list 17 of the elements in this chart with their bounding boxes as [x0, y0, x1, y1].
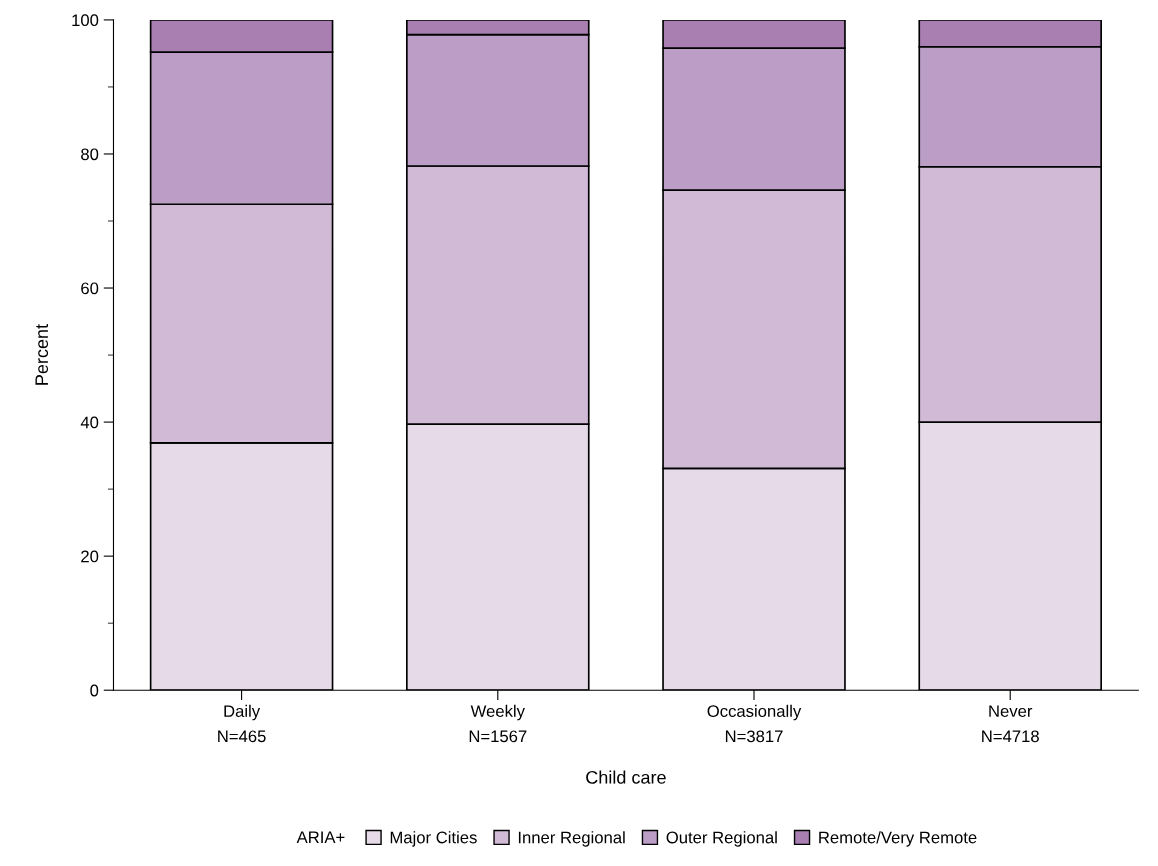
x-tick-label: Weekly N=1567: [469, 704, 527, 743]
y-tick-label: 40: [80, 416, 99, 429]
x-tick-label: Occasionally N=3817: [707, 704, 802, 743]
x-tick-label: Never N=4718: [982, 705, 1039, 743]
y-axis-title: Percent: [35, 324, 49, 385]
y-tick-label: 60: [81, 282, 99, 295]
y-tick-label: 80: [81, 148, 99, 161]
y-tick-label: 20: [81, 550, 99, 563]
legend-label: Outer Regional: [666, 831, 777, 847]
legend-label: Remote/Very Remote: [819, 831, 977, 847]
x-axis-title: Child care: [586, 770, 666, 784]
legend-title: ARIA+: [296, 831, 345, 843]
y-tick-label: 0: [90, 684, 99, 697]
legend-label: Major Cities: [390, 831, 477, 847]
y-tick-label: 100: [72, 14, 99, 27]
legend-label: Inner Regional: [518, 831, 625, 847]
x-tick-label: Daily N=465: [218, 704, 266, 743]
